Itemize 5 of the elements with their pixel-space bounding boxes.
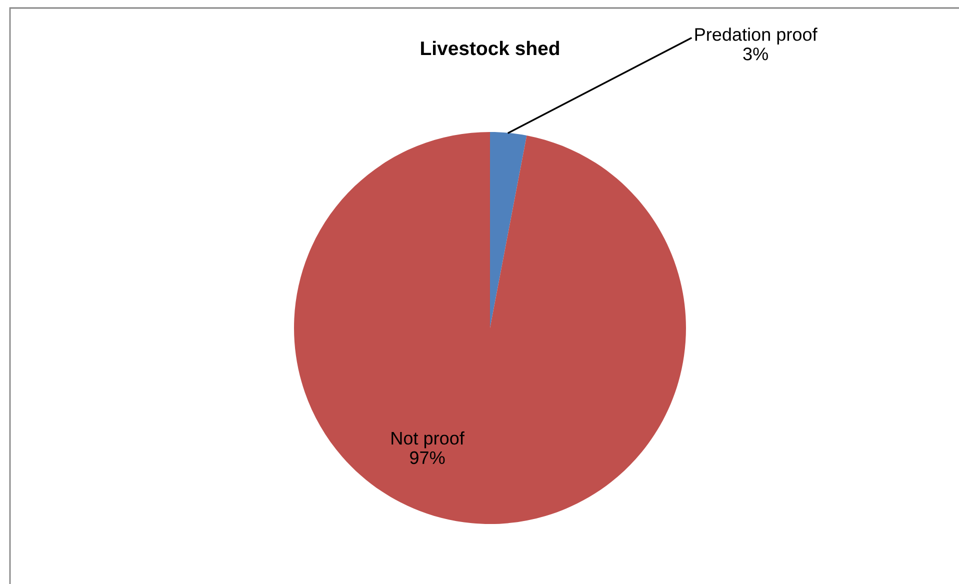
- slice-label: Not proof: [392, 431, 464, 448]
- data-label: 97%: [410, 451, 445, 464]
- data-label: 3%: [743, 48, 768, 60]
- text: Livestock shed: [421, 40, 559, 56]
- slice-label: Predation proof: [695, 28, 818, 44]
